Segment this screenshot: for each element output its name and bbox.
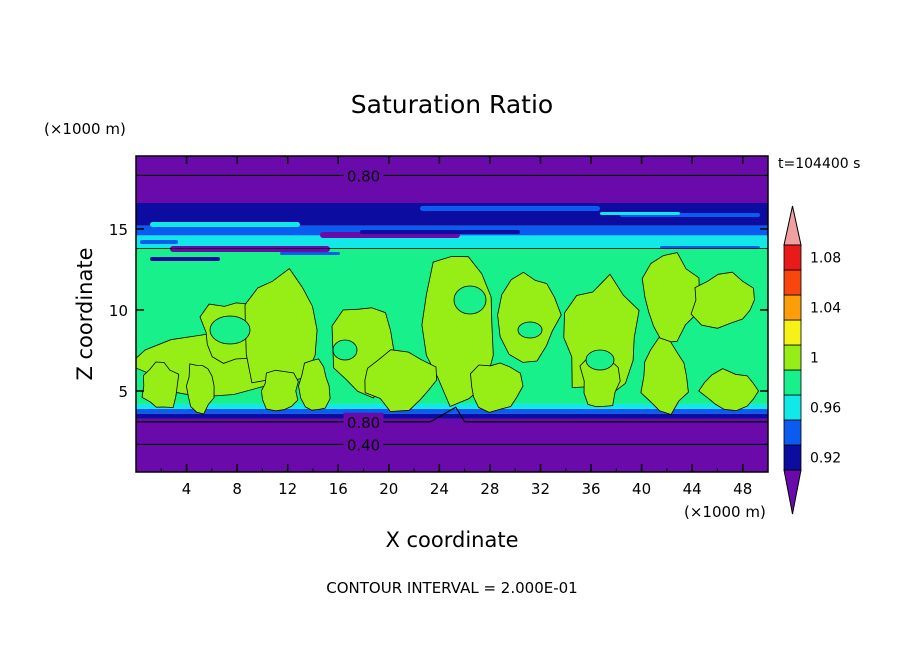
y-axis-label: Z coordinate bbox=[73, 247, 97, 380]
cloud-field bbox=[136, 206, 760, 415]
field-band bbox=[136, 156, 768, 203]
colorbar-bin bbox=[783, 419, 802, 446]
x-tick-label: 4 bbox=[182, 480, 192, 498]
field-band bbox=[136, 235, 768, 249]
contour-label: 0.80 bbox=[347, 167, 380, 185]
field-band bbox=[136, 408, 768, 414]
upper-streak bbox=[420, 206, 600, 211]
y-unit-label: (×1000 m) bbox=[44, 120, 126, 138]
cloud-blob bbox=[185, 363, 215, 415]
colorbar-bin bbox=[783, 244, 802, 271]
upper-streak bbox=[360, 230, 520, 234]
x-tick-label: 48 bbox=[733, 480, 752, 498]
x-tick-label: 8 bbox=[232, 480, 242, 498]
upper-streak bbox=[600, 212, 680, 215]
x-tick-label: 32 bbox=[531, 480, 550, 498]
upper-streak bbox=[280, 252, 340, 255]
cloud-blob bbox=[641, 252, 701, 344]
colorbar-label: 0.96 bbox=[810, 401, 841, 417]
contour-labels: 0.80 0.80 0.40 bbox=[343, 166, 384, 454]
upper-streak bbox=[150, 222, 300, 227]
upper-streak bbox=[140, 240, 178, 244]
cloud-blob bbox=[640, 337, 689, 415]
upper-streak bbox=[150, 257, 220, 261]
contour-interval-note: CONTOUR INTERVAL = 2.000E-01 bbox=[326, 579, 577, 597]
field-band bbox=[136, 403, 768, 409]
y-tick-label: 10 bbox=[109, 302, 128, 320]
contour-label-bg bbox=[343, 166, 384, 184]
x-axis-label: X coordinate bbox=[385, 528, 518, 552]
time-label: t=104400 s bbox=[778, 156, 860, 172]
cloud-blob bbox=[364, 349, 438, 412]
green-pocket bbox=[209, 315, 251, 345]
colorbar-bin bbox=[783, 269, 802, 296]
colorbar-bin bbox=[783, 205, 802, 246]
x-unit-label: (×1000 m) bbox=[684, 503, 766, 521]
colorbar-label: 1.04 bbox=[810, 301, 841, 317]
cloud-blob bbox=[260, 369, 299, 412]
field-band bbox=[136, 418, 768, 472]
cloud-blob bbox=[470, 362, 524, 413]
colorbar-bin bbox=[783, 344, 802, 371]
colorbar-bin bbox=[783, 469, 802, 515]
contour-label-bg bbox=[343, 435, 384, 453]
x-tick-label: 20 bbox=[379, 480, 398, 498]
green-pocket bbox=[332, 339, 358, 361]
x-tick-label: 16 bbox=[329, 480, 348, 498]
plot-frame bbox=[135, 155, 769, 473]
green-pocket bbox=[517, 321, 543, 339]
colorbar-bin bbox=[783, 394, 802, 421]
colorbar-bin bbox=[783, 369, 802, 396]
y-tick-label: 5 bbox=[118, 383, 128, 401]
colorbar-bin bbox=[783, 294, 802, 321]
x-tick-label: 28 bbox=[480, 480, 499, 498]
x-tick-label: 24 bbox=[430, 480, 449, 498]
field-band bbox=[136, 413, 768, 419]
contour-line bbox=[136, 406, 768, 423]
chart-title: Saturation Ratio bbox=[351, 90, 553, 119]
colorbar-label: 1 bbox=[810, 351, 819, 367]
y-tick-label: 15 bbox=[109, 221, 128, 239]
colorbar: 0.92 0.96 1 1.04 1.08 bbox=[783, 205, 841, 515]
contour-label: 0.80 bbox=[347, 414, 380, 432]
colorbar-bin bbox=[783, 319, 802, 346]
x-axis: 4 8 12 16 20 24 28 32 36 40 44 48 bbox=[160, 156, 752, 498]
contour-label-bg bbox=[343, 412, 384, 430]
green-pocket bbox=[453, 285, 487, 315]
y-axis: 5 10 15 bbox=[109, 221, 768, 401]
upper-streak bbox=[170, 246, 330, 252]
x-tick-label: 40 bbox=[632, 480, 651, 498]
cloud-blob bbox=[690, 271, 755, 329]
colorbar-label: 1.08 bbox=[810, 251, 841, 267]
cloud-blob bbox=[141, 361, 180, 408]
colorbar-label: 0.92 bbox=[810, 451, 841, 467]
x-tick-label: 12 bbox=[278, 480, 297, 498]
plot-area bbox=[136, 156, 768, 472]
cloud-blob bbox=[298, 358, 331, 411]
contour-label: 0.40 bbox=[347, 436, 380, 454]
x-tick-label: 36 bbox=[581, 480, 600, 498]
colorbar-bin bbox=[783, 444, 802, 471]
cloud-blob bbox=[698, 368, 759, 412]
green-pocket bbox=[585, 349, 615, 371]
upper-streak bbox=[500, 220, 640, 223]
contour-lines bbox=[136, 174, 768, 446]
cloud-blob bbox=[497, 271, 562, 363]
x-tick-label: 44 bbox=[683, 480, 702, 498]
